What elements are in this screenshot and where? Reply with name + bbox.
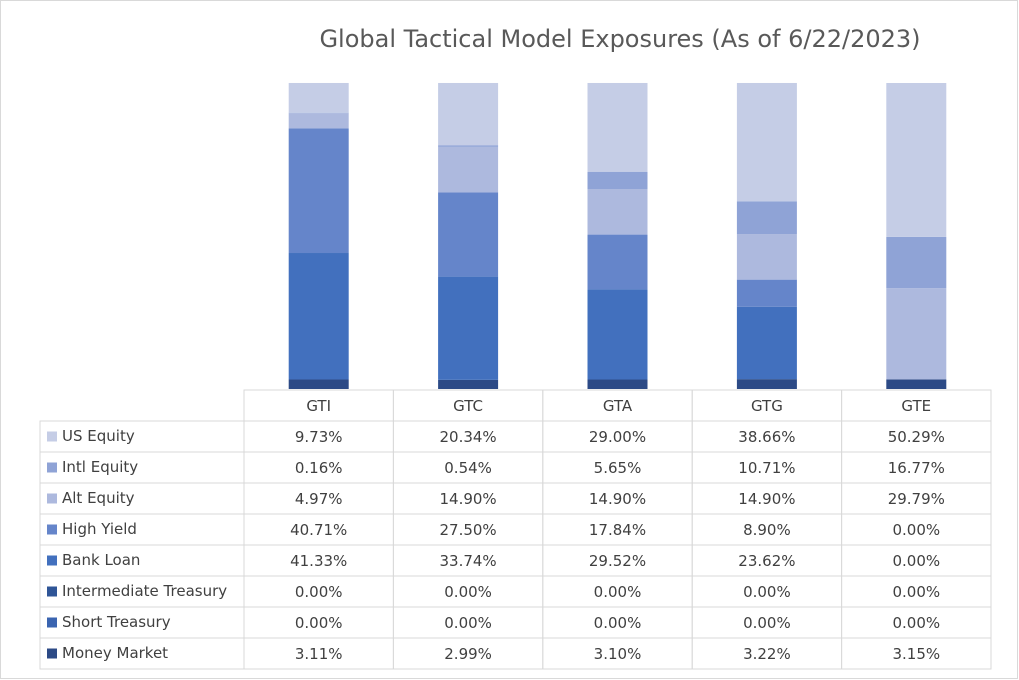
data-label: 0.00% <box>892 552 940 570</box>
legend-label: Alt Equity <box>62 489 135 507</box>
legend-label: High Yield <box>62 520 137 538</box>
bar-segment <box>736 234 797 280</box>
bar-segment <box>886 288 947 380</box>
chart-title: Global Tactical Model Exposures (As of 6… <box>319 25 920 53</box>
bar-segment <box>438 82 499 146</box>
data-label: 3.22% <box>743 645 791 663</box>
data-label: 0.00% <box>594 614 642 632</box>
data-label: 20.34% <box>439 428 496 446</box>
x-tick-label: GTA <box>603 397 633 415</box>
data-label: 0.00% <box>444 614 492 632</box>
legend-key <box>47 524 57 535</box>
legend-label: Short Treasury <box>62 613 171 631</box>
data-label: 14.90% <box>589 490 646 508</box>
bar-segment <box>438 379 499 389</box>
bar-segment <box>288 128 349 254</box>
bar-segment <box>288 379 349 389</box>
legend-key <box>47 617 57 628</box>
bar-segment <box>886 379 947 389</box>
table-cell <box>841 637 992 670</box>
data-label: 17.84% <box>589 521 646 539</box>
data-label: 40.71% <box>290 521 347 539</box>
data-label: 3.10% <box>594 645 642 663</box>
data-label: 0.00% <box>295 614 343 632</box>
bar-segment <box>587 171 648 189</box>
data-label: 0.16% <box>295 459 343 477</box>
legend-label: Money Market <box>62 644 168 662</box>
data-label: 0.00% <box>444 583 492 601</box>
data-label: 0.54% <box>444 459 492 477</box>
legend-key <box>47 493 57 504</box>
data-label: 29.52% <box>589 552 646 570</box>
data-label: 0.00% <box>594 583 642 601</box>
bar-segment <box>288 82 349 113</box>
bar-segment <box>438 192 499 277</box>
data-label: 29.79% <box>888 490 945 508</box>
data-label: 50.29% <box>888 428 945 446</box>
data-label: 9.73% <box>295 428 343 446</box>
data-label: 2.99% <box>444 645 492 663</box>
data-label: 14.90% <box>738 490 795 508</box>
x-tick-label: GTE <box>901 397 931 415</box>
bar-segment <box>736 201 797 235</box>
bar-segment <box>736 379 797 389</box>
data-label: 0.00% <box>892 614 940 632</box>
data-label: 38.66% <box>738 428 795 446</box>
data-label: 41.33% <box>290 552 347 570</box>
data-label: 0.00% <box>892 521 940 539</box>
legend-key <box>47 648 57 659</box>
legend-key <box>47 462 57 473</box>
bar-segment <box>587 379 648 389</box>
bar-segment <box>736 82 797 202</box>
legend-key <box>47 431 57 442</box>
legend-key <box>47 555 57 566</box>
data-label: 16.77% <box>888 459 945 477</box>
legend-label: Intl Equity <box>62 458 138 476</box>
data-label: 27.50% <box>439 521 496 539</box>
bar-segment <box>587 82 648 172</box>
bar-segment <box>438 146 499 193</box>
data-label: 0.00% <box>892 583 940 601</box>
data-label: 4.97% <box>295 490 343 508</box>
bar-segment <box>587 234 648 290</box>
data-label: 8.90% <box>743 521 791 539</box>
bar-segment <box>886 236 947 289</box>
bar-segment <box>736 279 797 307</box>
legend-label: US Equity <box>62 427 135 445</box>
x-tick-label: GTI <box>306 397 331 415</box>
data-label: 29.00% <box>589 428 646 446</box>
data-label: 0.00% <box>743 614 791 632</box>
data-label: 3.11% <box>295 645 343 663</box>
legend-label: Intermediate Treasury <box>62 582 227 600</box>
legend-key <box>47 586 57 597</box>
bar-segment <box>288 253 349 380</box>
data-label: 33.74% <box>439 552 496 570</box>
bar-segment <box>587 188 648 235</box>
data-label: 14.90% <box>439 490 496 508</box>
bar-segment <box>886 83 947 237</box>
data-label: 10.71% <box>738 459 795 477</box>
data-label: 5.65% <box>594 459 642 477</box>
bar-segment <box>438 145 499 147</box>
x-tick-label: GTG <box>751 397 783 415</box>
bar-segment <box>587 289 648 380</box>
bar-segment <box>736 306 797 380</box>
data-label: 3.15% <box>892 645 940 663</box>
bar-segment <box>288 113 349 129</box>
data-label: 23.62% <box>738 552 795 570</box>
x-tick-label: GTC <box>453 397 483 415</box>
bar-segment <box>438 276 499 380</box>
legend-label: Bank Loan <box>62 551 140 569</box>
data-label: 0.00% <box>743 583 791 601</box>
data-label: 0.00% <box>295 583 343 601</box>
